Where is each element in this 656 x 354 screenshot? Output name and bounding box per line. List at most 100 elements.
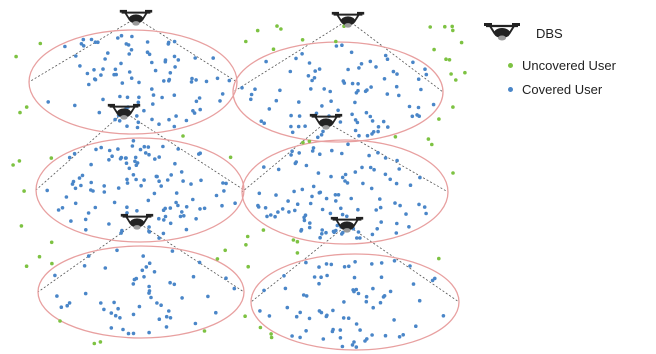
covered-user — [358, 236, 362, 240]
covered-user — [125, 205, 129, 209]
covered-user — [82, 264, 87, 268]
covered-user — [178, 214, 183, 219]
covered-user — [302, 215, 306, 220]
covered-user — [356, 82, 360, 86]
covered-user — [382, 77, 387, 81]
covered-user — [342, 81, 347, 85]
covered-user — [109, 326, 114, 330]
uncovered-user — [255, 28, 260, 33]
covered-user — [391, 69, 396, 74]
covered-user — [168, 206, 173, 210]
covered-user — [87, 82, 91, 87]
covered-user — [172, 93, 177, 97]
drone-icon — [120, 213, 154, 230]
covered-user — [331, 308, 335, 313]
cell-middle-right — [241, 139, 449, 245]
covered-user — [302, 218, 307, 223]
uncovered-user — [49, 156, 54, 160]
covered-user — [298, 310, 303, 315]
covered-user — [383, 53, 388, 58]
covered-user — [335, 223, 340, 228]
covered-user — [99, 145, 103, 150]
uncovered-user — [295, 239, 300, 244]
covered-user — [394, 181, 399, 186]
covered-user — [304, 260, 308, 265]
beam-line-left — [232, 19, 349, 93]
covered-user — [417, 298, 422, 303]
covered-user — [129, 48, 134, 52]
covered-user — [157, 122, 161, 126]
covered-user — [378, 197, 382, 201]
covered-user — [162, 218, 166, 222]
covered-user — [93, 40, 98, 44]
covered-user — [320, 228, 325, 232]
covered-user — [294, 56, 298, 61]
uncovered-user — [202, 329, 207, 333]
covered-user — [157, 179, 161, 183]
legend-label-dbs: DBS — [536, 25, 563, 41]
covered-user-dot-icon — [508, 87, 513, 92]
covered-user — [127, 52, 131, 56]
covered-user — [65, 303, 69, 308]
covered-user — [256, 205, 261, 209]
covered-user — [317, 309, 322, 313]
covered-user — [152, 270, 157, 274]
uncovered-user — [428, 25, 433, 29]
covered-user — [355, 120, 360, 125]
covered-user — [365, 133, 370, 138]
covered-user — [328, 89, 333, 94]
covered-user — [334, 44, 339, 48]
covered-user — [121, 327, 125, 332]
covered-user — [176, 147, 180, 151]
covered-user — [392, 318, 396, 322]
covered-user — [310, 78, 314, 83]
uncovered-user — [444, 57, 448, 61]
covered-user — [263, 206, 268, 210]
covered-user — [136, 100, 141, 105]
drone-icon — [119, 9, 153, 26]
covered-user — [164, 314, 169, 319]
covered-user — [123, 156, 128, 160]
covered-user — [368, 165, 373, 170]
covered-user — [372, 167, 376, 172]
covered-user — [134, 276, 139, 281]
covered-user — [297, 114, 302, 118]
covered-user — [382, 294, 387, 298]
covered-user — [150, 60, 154, 65]
covered-user — [418, 175, 422, 180]
covered-user — [340, 232, 344, 236]
covered-user — [289, 113, 293, 118]
covered-user — [397, 93, 401, 98]
covered-user — [118, 157, 123, 161]
covered-user — [318, 235, 322, 240]
covered-user — [112, 72, 116, 77]
covered-user — [311, 146, 316, 150]
covered-user — [89, 188, 93, 192]
covered-user — [369, 186, 374, 191]
covered-user — [161, 144, 165, 149]
covered-user — [249, 92, 254, 97]
covered-user — [116, 36, 120, 40]
uncovered-user — [269, 335, 274, 340]
covered-user — [361, 181, 365, 186]
covered-user — [168, 280, 172, 285]
beam-line-left — [241, 121, 327, 193]
covered-user — [152, 191, 157, 196]
covered-user — [89, 180, 93, 185]
drones — [107, 9, 365, 233]
covered-user — [304, 294, 309, 298]
covered-user — [116, 306, 120, 311]
covered-user — [184, 227, 189, 232]
covered-user — [167, 77, 172, 82]
uncovered-user — [451, 105, 455, 109]
covered-user — [133, 159, 137, 164]
covered-user — [125, 211, 129, 215]
uncovered-user — [269, 332, 273, 336]
covered-user — [306, 74, 311, 78]
covered-user — [267, 107, 272, 111]
covered-user — [285, 305, 290, 310]
covered-user — [386, 125, 390, 129]
covered-user — [157, 216, 161, 221]
covered-user — [176, 58, 181, 62]
